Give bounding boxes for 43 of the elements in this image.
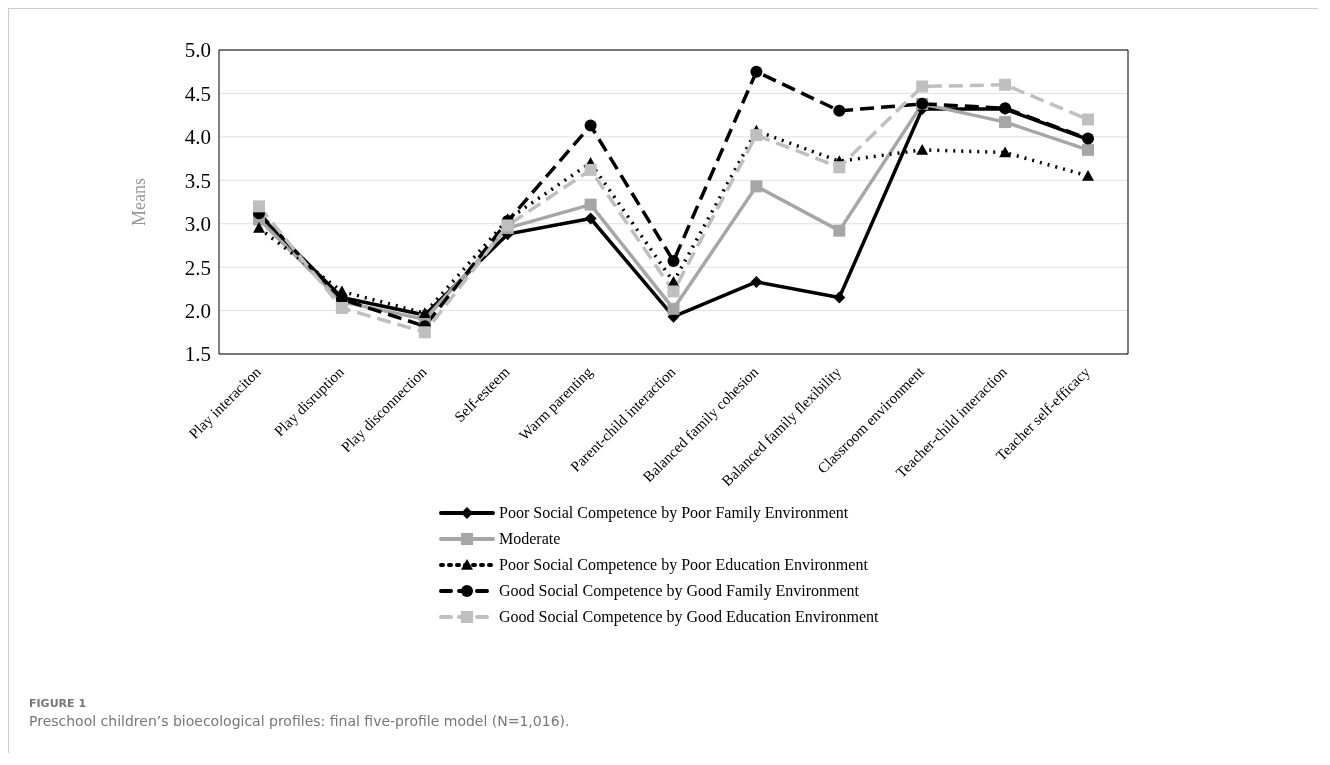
point bbox=[584, 119, 597, 132]
point bbox=[833, 161, 846, 174]
point bbox=[584, 212, 597, 225]
point bbox=[833, 104, 846, 117]
point bbox=[584, 198, 597, 211]
point bbox=[584, 163, 597, 176]
y-axis-title: Means bbox=[129, 178, 150, 226]
point bbox=[335, 301, 348, 314]
legend-label: Moderate bbox=[499, 530, 561, 548]
point bbox=[253, 222, 265, 233]
y-tick-label: 3.5 bbox=[184, 168, 211, 193]
point bbox=[667, 285, 680, 298]
point bbox=[916, 143, 929, 155]
y-tick-label: 4.0 bbox=[184, 125, 211, 150]
point bbox=[999, 78, 1012, 91]
caption: FIGURE 1 bbox=[29, 697, 88, 710]
legend-label: Poor Social Competence by Poor Family Environment bbox=[499, 504, 849, 522]
point bbox=[1082, 143, 1094, 156]
point bbox=[1082, 113, 1094, 126]
legend-label: Good Social Competence by Good Education Environment bbox=[499, 608, 879, 626]
text: Preschool children’s bioecological profiles: final five-profile model (N=1,016). bbox=[29, 713, 570, 729]
point bbox=[750, 65, 763, 78]
y-tick-label: 2.0 bbox=[184, 299, 211, 324]
point bbox=[999, 146, 1012, 158]
point bbox=[667, 255, 680, 268]
point bbox=[750, 275, 763, 288]
y-tick-label: 4.5 bbox=[184, 81, 211, 106]
point bbox=[667, 302, 680, 315]
point bbox=[750, 129, 763, 142]
legend-label: Good Social Competence by Good Family Environment bbox=[499, 582, 859, 600]
point bbox=[833, 224, 846, 237]
point bbox=[253, 200, 265, 213]
point bbox=[999, 116, 1012, 129]
point bbox=[750, 180, 763, 193]
y-tick-label: 5.0 bbox=[184, 38, 211, 63]
point bbox=[833, 291, 846, 304]
point bbox=[916, 80, 929, 93]
legend-label: Poor Social Competence by Poor Education Environment bbox=[499, 556, 868, 574]
point bbox=[418, 326, 431, 339]
y-tick-label: 2.5 bbox=[184, 255, 211, 280]
y-tick-label: 3.0 bbox=[184, 212, 211, 237]
point bbox=[1082, 169, 1094, 181]
y-tick-label: 1.5 bbox=[184, 342, 211, 367]
